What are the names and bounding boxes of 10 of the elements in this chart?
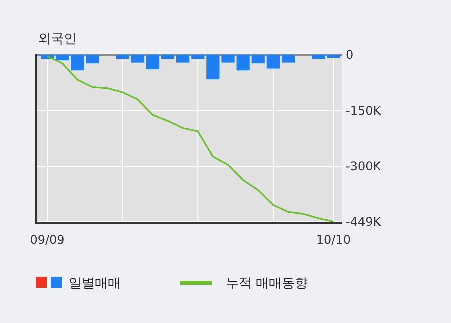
y-tick-label: -449K — [346, 215, 382, 230]
y-tick-label: 0 — [346, 48, 354, 62]
x-tick-label: 10/10 — [316, 233, 351, 247]
line-series — [46, 56, 334, 223]
legend-label: 누적 매매동향 — [226, 276, 308, 292]
y-tick-label: -150K — [346, 104, 382, 118]
y-tick-label: -300K — [346, 160, 382, 174]
legend-label: 일별매매 — [69, 276, 121, 292]
chart-title: 외국인 — [38, 32, 77, 47]
x-tick-label: 09/09 — [30, 233, 65, 247]
